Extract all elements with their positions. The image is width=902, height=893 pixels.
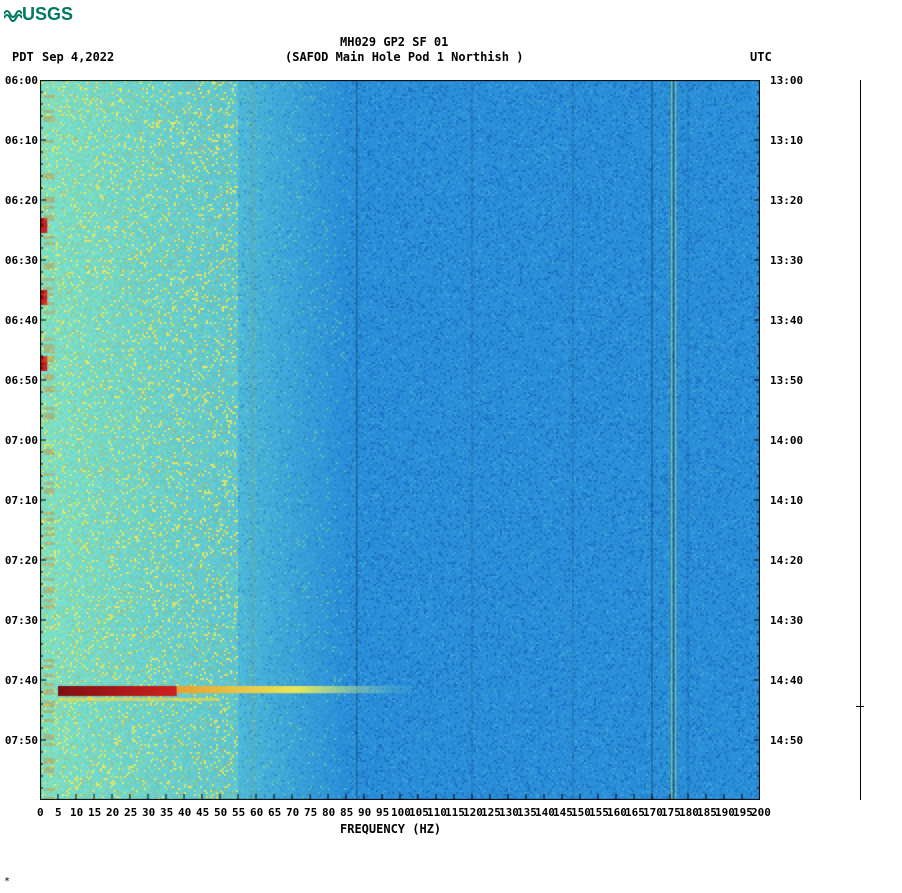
x-tick: 85: [340, 806, 353, 819]
x-tick: 155: [589, 806, 609, 819]
y-left-tick: 06:30: [0, 254, 38, 267]
x-tick: 120: [463, 806, 483, 819]
y-left-tick: 06:10: [0, 134, 38, 147]
y-right-tick: 14:40: [770, 674, 803, 687]
x-tick: 90: [358, 806, 371, 819]
x-tick: 100: [391, 806, 411, 819]
right-scale-rule: [860, 80, 861, 800]
x-tick: 130: [499, 806, 519, 819]
x-tick: 200: [751, 806, 771, 819]
x-tick: 55: [232, 806, 245, 819]
x-tick: 110: [427, 806, 447, 819]
x-tick: 25: [124, 806, 137, 819]
x-tick: 40: [178, 806, 191, 819]
y-left-tick: 06:00: [0, 74, 38, 87]
x-tick: 95: [376, 806, 389, 819]
x-tick: 175: [661, 806, 681, 819]
x-tick: 0: [37, 806, 44, 819]
x-tick: 105: [409, 806, 429, 819]
y-right-tick: 13:00: [770, 74, 803, 87]
x-tick: 160: [607, 806, 627, 819]
y-left-tick: 07:30: [0, 614, 38, 627]
x-tick: 170: [643, 806, 663, 819]
x-tick: 75: [304, 806, 317, 819]
x-tick: 165: [625, 806, 645, 819]
y-left-tick: 06:50: [0, 374, 38, 387]
y-left-tick: 07:00: [0, 434, 38, 447]
spectrogram-plot: [40, 80, 760, 800]
y-right-tick: 13:40: [770, 314, 803, 327]
x-tick: 195: [733, 806, 753, 819]
y-right-tick: 14:30: [770, 614, 803, 627]
tz-left-label: PDT: [12, 50, 34, 64]
x-tick: 70: [286, 806, 299, 819]
spectrogram-canvas: [40, 80, 760, 800]
y-right-tick: 13:10: [770, 134, 803, 147]
x-tick: 5: [55, 806, 62, 819]
y-left-tick: 07:20: [0, 554, 38, 567]
x-tick: 30: [142, 806, 155, 819]
x-tick: 60: [250, 806, 263, 819]
y-right-tick: 14:00: [770, 434, 803, 447]
y-right-tick: 14:10: [770, 494, 803, 507]
wave-icon: [4, 8, 22, 22]
footer-mark: *: [4, 876, 10, 887]
x-tick: 115: [445, 806, 465, 819]
y-left-tick: 07:10: [0, 494, 38, 507]
x-tick: 80: [322, 806, 335, 819]
x-tick: 10: [70, 806, 83, 819]
date-label: Sep 4,2022: [42, 50, 114, 64]
x-tick: 20: [106, 806, 119, 819]
y-left-tick: 06:40: [0, 314, 38, 327]
y-right-tick: 14:20: [770, 554, 803, 567]
x-tick: 150: [571, 806, 591, 819]
x-tick: 65: [268, 806, 281, 819]
y-left-tick: 07:50: [0, 734, 38, 747]
x-tick: 145: [553, 806, 573, 819]
x-axis-label: FREQUENCY (HZ): [340, 822, 441, 836]
right-scale-tick: [856, 706, 864, 707]
y-right-tick: 14:50: [770, 734, 803, 747]
x-tick: 190: [715, 806, 735, 819]
chart-subtitle: (SAFOD Main Hole Pod 1 Northish ): [285, 50, 523, 64]
x-tick: 125: [481, 806, 501, 819]
tz-right-label: UTC: [750, 50, 772, 64]
x-tick: 35: [160, 806, 173, 819]
x-tick: 185: [697, 806, 717, 819]
y-left-tick: 06:20: [0, 194, 38, 207]
y-right-tick: 13:50: [770, 374, 803, 387]
y-right-tick: 13:20: [770, 194, 803, 207]
y-left-tick: 07:40: [0, 674, 38, 687]
usgs-logo: USGS: [4, 4, 73, 25]
x-tick: 180: [679, 806, 699, 819]
x-tick: 15: [88, 806, 101, 819]
y-right-tick: 13:30: [770, 254, 803, 267]
logo-text: USGS: [22, 4, 73, 24]
x-tick: 45: [196, 806, 209, 819]
chart-title: MH029 GP2 SF 01: [340, 35, 448, 49]
x-tick: 135: [517, 806, 537, 819]
x-tick: 50: [214, 806, 227, 819]
x-tick: 140: [535, 806, 555, 819]
